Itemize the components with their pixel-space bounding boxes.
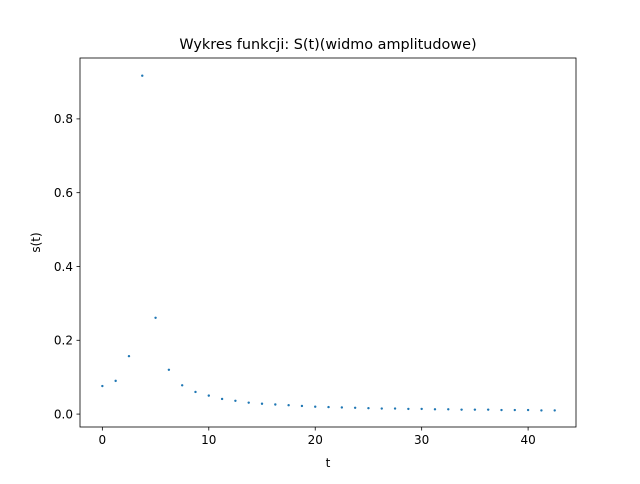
data-point [314, 405, 317, 408]
data-point [327, 405, 330, 409]
data-point [407, 407, 410, 411]
y-axis-label: s(t) [29, 232, 43, 252]
y-tick-label: 0.0 [54, 407, 73, 421]
data-point [540, 409, 543, 412]
y-tick-label: 0.4 [54, 260, 73, 274]
data-point [513, 408, 516, 412]
data-point [420, 407, 423, 411]
data-point [167, 368, 171, 372]
data-point [180, 384, 184, 387]
plot-frame [79, 57, 577, 428]
x-tick-label: 20 [308, 433, 323, 447]
data-point [367, 406, 370, 410]
y-tick-label: 0.2 [54, 334, 73, 348]
x-tick-label: 30 [414, 433, 429, 447]
data-point [287, 404, 290, 407]
data-point [247, 401, 250, 404]
data-point [260, 402, 264, 405]
data-point [447, 408, 450, 411]
data-point [486, 408, 490, 411]
data-point [526, 408, 530, 412]
data-point [101, 384, 104, 388]
y-ticks: 0.0 0.2 0.4 0.6 0.8 [54, 112, 80, 421]
data-point [114, 379, 117, 383]
data-point [194, 390, 197, 394]
data-point [353, 406, 357, 410]
data-point [141, 74, 144, 77]
data-point [380, 407, 383, 410]
data-point [460, 408, 463, 411]
data-point [473, 408, 477, 411]
data-point [553, 409, 556, 412]
x-tick-label: 40 [520, 433, 535, 447]
plot-area [80, 58, 576, 427]
x-tick-label: 10 [201, 433, 216, 447]
y-tick-label: 0.8 [54, 112, 73, 126]
x-axis-label: t [326, 456, 331, 470]
data-point [127, 354, 131, 358]
data-point [154, 316, 157, 319]
data-point [234, 399, 237, 403]
chart-title: Wykres funkcji: S(t)(widmo amplitudowe) [179, 37, 476, 53]
data-point [340, 406, 344, 409]
data-point [300, 404, 304, 408]
data-points [101, 74, 556, 412]
data-point [220, 397, 224, 401]
x-tick-label: 0 [99, 433, 107, 447]
y-tick-label: 0.6 [54, 186, 73, 200]
x-ticks: 0 10 20 30 40 [99, 427, 536, 447]
data-point [500, 408, 503, 412]
data-point [274, 403, 277, 406]
data-point [207, 394, 210, 397]
data-point [433, 408, 437, 411]
data-point [393, 407, 397, 410]
